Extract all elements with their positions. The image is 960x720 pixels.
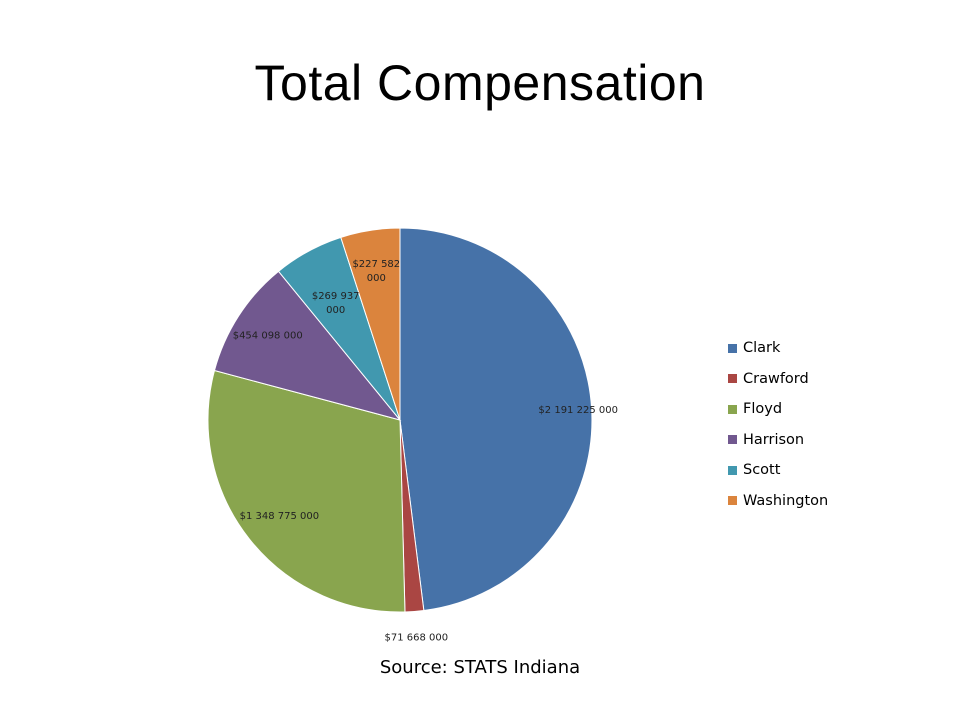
legend-label: Harrison [743,431,805,448]
legend-label: Crawford [743,370,809,387]
legend-swatch [728,374,737,384]
legend-label: Scott [743,462,781,479]
data-label-scott: $269 937 000 [312,291,360,316]
data-label-clark: $2 191 225 000 [538,405,618,416]
source-note: Source: STATS Indiana [379,657,581,678]
legend-item-scott: Scott [728,455,828,486]
data-label-crawford: $71 668 000 [384,632,448,643]
pie-slice-washington [340,227,401,421]
pie-slice-harrison [213,270,402,421]
data-label-washington: $227 582 000 [352,259,400,284]
legend-item-floyd: Floyd [728,394,828,425]
legend-item-crawford: Crawford [728,364,828,395]
legend-item-washington: Washington [728,486,828,517]
chart-title: Total Compensation [254,55,706,111]
chart-legend: Clark Crawford Floyd Harrison Scott Washingto… [728,333,828,516]
legend-swatch [728,435,737,445]
legend-swatch [728,404,737,414]
pie-slice-floyd [207,369,406,613]
pie-slice-clark [399,227,593,612]
legend-swatch [728,343,737,353]
legend-item-harrison: Harrison [728,425,828,456]
data-label-floyd: $1 348 775 000 [240,511,320,522]
legend-label: Clark [743,340,781,357]
legend-swatch [728,465,737,475]
legend-label: Washington [743,492,829,509]
legend-swatch [728,496,737,506]
legend-item-clark: Clark [728,333,828,364]
legend-label: Floyd [743,401,783,418]
data-label-harrison: $454 098 000 [233,331,303,342]
